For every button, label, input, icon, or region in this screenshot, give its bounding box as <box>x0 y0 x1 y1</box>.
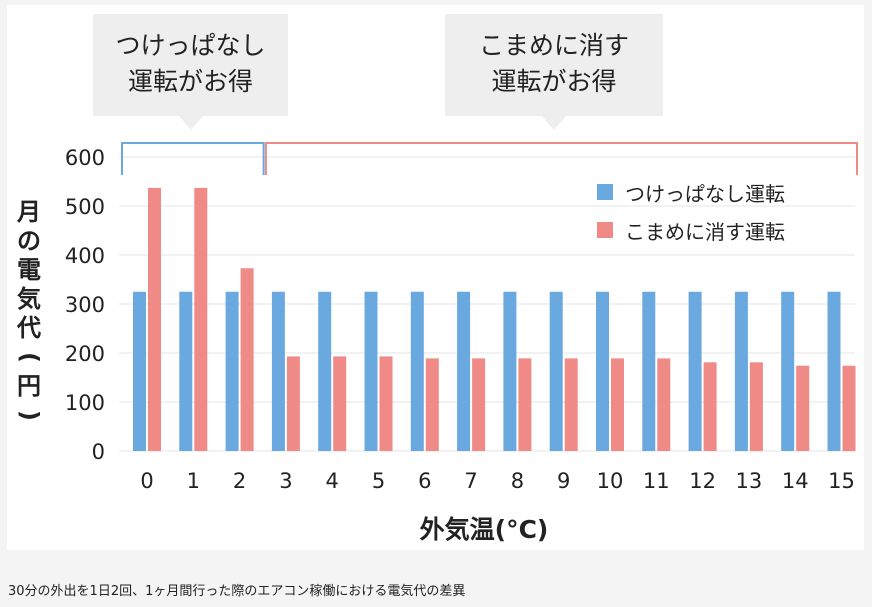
bar-turn-off <box>240 268 254 451</box>
callout-turn-off-line2: 運転がお得 <box>491 67 617 96</box>
y-label-char: 円 <box>17 372 41 400</box>
bar-turn-off <box>703 362 717 451</box>
bar-keep-on <box>642 291 656 451</box>
bar-keep-on <box>225 291 239 451</box>
bar-keep-on <box>781 291 795 451</box>
y-label-char: 月 <box>17 198 41 226</box>
y-tick-label: 400 <box>65 244 105 268</box>
bar-keep-on <box>133 291 146 451</box>
callout-keep-on-line1: つけっぱなし <box>115 31 266 60</box>
bar-keep-on <box>457 291 471 451</box>
bar-keep-on <box>549 291 563 451</box>
y-label-char: 電 <box>17 256 41 284</box>
x-tick-label: 15 <box>828 469 855 493</box>
x-tick-label: 1 <box>187 469 200 493</box>
bar-keep-on <box>271 291 285 451</box>
y-label-char: 代 <box>17 314 41 342</box>
chart-card: 0 100 200 300 400 500 600 0 1 2 3 4 5 6 7 8 9 10 11 12 13 14 1… <box>7 5 864 550</box>
bar-turn-off <box>425 358 439 451</box>
x-tick-label: 12 <box>689 469 716 493</box>
y-label-char: 気 <box>17 285 41 313</box>
x-tick-label: 10 <box>597 469 624 493</box>
bar-turn-off <box>194 187 208 451</box>
callout-keep-on-line2: 運転がお得 <box>127 67 253 96</box>
callout-pointer <box>179 116 203 130</box>
y-tick-label: 600 <box>65 146 105 170</box>
bar-turn-off <box>749 362 763 451</box>
legend-item-keep-on: つけっぱなし運転 <box>597 173 785 211</box>
bar-keep-on <box>688 291 702 451</box>
caption: 30分の外出を1日2回、1ヶ月間行った際のエアコン稼働における電気代の差異 <box>8 584 466 599</box>
bar-turn-off <box>518 358 532 451</box>
x-tick-label: 14 <box>782 469 809 493</box>
y-tick-label: 500 <box>65 195 105 219</box>
x-tick-label: 9 <box>557 469 570 493</box>
y-tick-label: 100 <box>65 391 105 415</box>
x-tick-label: 6 <box>418 469 431 493</box>
bar-keep-on <box>179 291 193 451</box>
legend-item-turn-off: こまめに消す運転 <box>597 211 785 249</box>
bar-turn-off <box>657 358 671 451</box>
bar-turn-off <box>611 358 624 451</box>
y-tick-label: 0 <box>92 440 105 464</box>
bar-turn-off <box>148 187 161 451</box>
bar-keep-on <box>503 291 517 451</box>
x-tick-label: 11 <box>643 469 670 493</box>
bar-turn-off <box>379 356 393 451</box>
bar-turn-off <box>472 358 486 451</box>
legend-label: つけっぱなし運転 <box>625 181 785 206</box>
x-tick-label: 8 <box>511 469 524 493</box>
bar-keep-on <box>318 291 332 451</box>
callout-turn-off: こまめに消す 運転がお得 <box>445 14 663 130</box>
x-tick-label: 4 <box>326 469 339 493</box>
bracket-keep-on <box>121 142 265 175</box>
bracket-turn-off <box>264 142 858 175</box>
bar-keep-on <box>734 291 748 451</box>
bar-keep-on <box>827 291 841 451</box>
x-tick-label: 0 <box>140 469 153 493</box>
bar-keep-on <box>364 291 378 451</box>
bar-turn-off <box>333 356 347 451</box>
y-label-char: ) <box>15 410 44 421</box>
callout-pointer <box>542 116 566 130</box>
x-tick-label: 2 <box>233 469 246 493</box>
y-label-char: ( <box>15 352 44 363</box>
y-axis-label: 月 の 電 気 代 ( 円 ) <box>13 198 45 430</box>
y-tick-label: 300 <box>65 293 105 317</box>
bar-turn-off <box>842 365 856 451</box>
bar-turn-off <box>286 356 300 451</box>
legend-swatch <box>597 222 613 238</box>
y-label-char: の <box>17 227 41 255</box>
y-tick-label: 200 <box>65 342 105 366</box>
bar-keep-on <box>410 291 424 451</box>
legend-swatch <box>597 184 613 200</box>
bar-turn-off <box>564 358 578 451</box>
legend-label: こまめに消す運転 <box>625 219 785 244</box>
x-axis-title: 外気温(°C) <box>420 515 549 544</box>
x-tick-label: 13 <box>736 469 763 493</box>
callout-keep-on: つけっぱなし 運転がお得 <box>93 14 288 130</box>
bar-keep-on <box>596 291 609 451</box>
x-tick-label: 3 <box>279 469 292 493</box>
legend: つけっぱなし運転 こまめに消す運転 <box>597 173 785 249</box>
x-tick-label: 7 <box>464 469 477 493</box>
callout-turn-off-line1: こまめに消す <box>478 31 629 60</box>
x-tick-label: 5 <box>372 469 385 493</box>
bar-turn-off <box>796 365 810 451</box>
